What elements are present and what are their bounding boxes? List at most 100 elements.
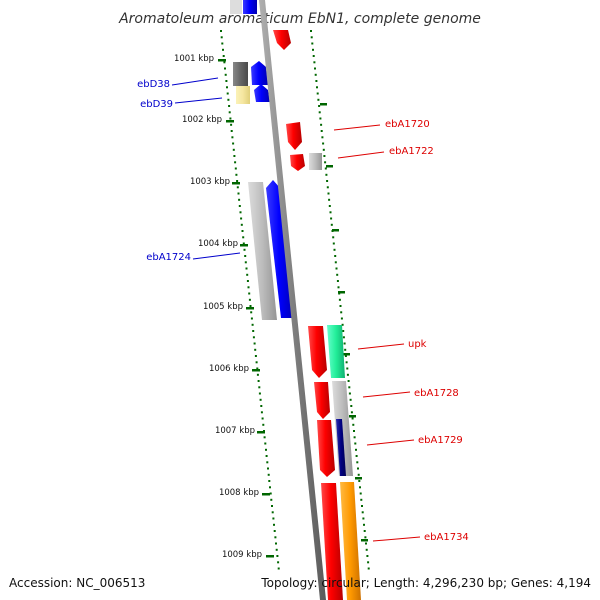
scale-dot [328,205,331,207]
scale-dot [326,186,329,189]
scale-dot [270,498,273,501]
scale-dot [316,92,319,95]
scale-dot [361,505,363,507]
scale-dot [277,567,280,570]
gene-ebD39[interactable] [254,84,270,102]
scale-dot [334,261,337,264]
gene-label-ebA1724[interactable]: ebA1724 [146,252,191,263]
scale-dot [243,248,246,251]
kbp-label: 1008 kbp [219,488,259,498]
scale-dot [221,42,224,45]
feature-dark-gray [233,62,248,86]
scale-dot [312,48,314,51]
scale-dot [336,273,339,276]
scale-dot [330,223,333,226]
scale-dot [337,286,340,289]
scale-dot [261,417,264,420]
scale-dot [360,498,363,501]
callout-lines [171,77,421,542]
scale-dot [260,411,263,414]
gene-ebA1734-orange[interactable] [340,482,361,600]
gene-label-ebD38[interactable]: ebD38 [137,79,170,90]
gene-upk-green[interactable] [327,325,345,378]
scale-dot [249,305,252,307]
gene-label-ebD39[interactable]: ebD39 [140,99,173,110]
gene-ebA1722-red[interactable] [290,154,305,171]
scale-dot [325,173,328,176]
scale-dot [340,311,343,314]
scale-dot [320,123,323,126]
scale-dot [253,342,256,345]
scale-dot [275,542,277,545]
gene-ebA1728-red[interactable] [314,382,330,419]
scale-dot [228,111,231,114]
scale-dot [223,61,226,64]
scale-dot [231,136,234,139]
scale-dot [245,267,248,270]
kbp-label: 1009 kbp [222,550,262,560]
scale-dot [247,286,250,289]
scale-dot [238,205,241,207]
gene-ebA1734-red[interactable] [321,483,343,600]
scale-dot [363,530,366,532]
kbp-label: 1007 kbp [215,426,255,436]
scale-dot [220,30,222,32]
kbp-tick [240,244,248,247]
gene-label-ebA1722[interactable]: ebA1722 [389,146,434,157]
feature-top-gray [230,0,242,14]
feature-top-blue [243,0,257,14]
scale-dot [220,36,223,39]
gene-label-ebA1720[interactable]: ebA1720 [385,119,430,130]
scale-dot [238,198,241,201]
minor-tick [320,103,327,106]
feature-pale-yellow [236,86,250,104]
gene-ebA1724[interactable] [266,180,295,318]
scale-dot [265,448,267,451]
gene-ebD38[interactable] [251,61,268,85]
scale-dot [341,323,344,326]
minor-tick [332,229,339,232]
scale-dot [357,473,360,476]
topology-text: Topology: circular; Length: 4,296,230 bp… [260,576,591,590]
scale-dot [339,305,342,307]
scale-dot [251,323,254,326]
scale-dot [322,142,325,145]
kbp-label: 1001 kbp [174,54,214,64]
scale-dot [340,317,343,320]
scale-dot [335,267,338,270]
scale-dot [257,380,260,382]
scale-dot [348,392,351,395]
kbp-tick [252,369,260,372]
accession-text: Accession: NC_006513 [9,576,145,590]
scale-dot [324,161,327,164]
scale-dot [233,155,236,157]
scale-dot [242,236,245,239]
scale-dot [254,355,257,357]
gene-ebA1729-red[interactable] [317,420,335,477]
gene-ebA1720[interactable] [286,122,302,150]
scale-dot [236,180,239,182]
scale-dot [359,492,362,495]
scale-dot [250,317,253,320]
scale-dot [338,298,341,301]
scale-dot [349,398,352,401]
kbp-label: 1003 kbp [190,177,230,187]
gene-label-upk[interactable]: upk [408,339,427,350]
scale-dot [334,255,337,257]
gene-label-ebA1728[interactable]: ebA1728 [414,388,459,399]
gene-ebA1729-navy[interactable] [336,419,346,476]
scale-dot [224,73,227,76]
scale-dot [355,455,358,457]
scale-dot [230,130,233,132]
scale-dot [353,430,355,432]
gene-label-ebA1734[interactable]: ebA1734 [424,532,469,543]
minor-tick [349,415,356,418]
scale-dot [312,55,315,57]
minor-tick [355,477,362,480]
gene-upk-red[interactable] [308,326,327,378]
gene-top-red[interactable] [273,30,291,50]
gene-label-ebA1729[interactable]: ebA1729 [418,435,463,446]
scale-dot [326,180,329,182]
scale-dot [347,380,350,382]
scale-dot [342,336,345,339]
